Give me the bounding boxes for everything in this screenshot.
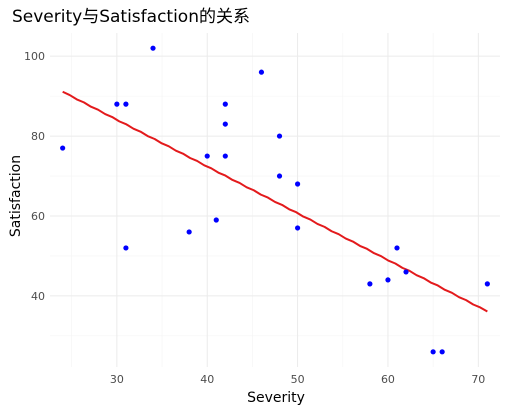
data-point — [276, 133, 283, 139]
data-point — [123, 101, 129, 107]
data-point — [294, 181, 301, 187]
data-point — [484, 281, 490, 287]
data-point — [222, 101, 228, 107]
x-tick-label: 40 — [200, 373, 214, 386]
data-point — [222, 153, 228, 159]
x-tick-label: 70 — [471, 373, 485, 386]
data-point — [222, 121, 228, 127]
data-point — [60, 145, 66, 151]
data-point — [276, 173, 283, 179]
data-point — [430, 349, 436, 355]
data-point — [186, 229, 192, 235]
data-point — [367, 281, 373, 287]
x-tick-label: 50 — [291, 373, 305, 386]
data-point — [385, 277, 391, 283]
x-axis-title: Severity — [247, 390, 305, 406]
fit-line-layer — [62, 90, 488, 313]
y-tick-label: 80 — [31, 130, 45, 143]
x-tick-labels: 30 40 50 60 70 — [110, 373, 485, 386]
chart-title: Severity与Satisfaction的关系 — [12, 7, 250, 27]
data-point — [213, 217, 219, 223]
data-point — [114, 101, 120, 107]
data-point — [258, 69, 265, 75]
y-tick-labels: 40 60 80 100 — [24, 50, 45, 303]
y-tick-label: 60 — [31, 210, 45, 223]
grid — [50, 33, 500, 367]
data-point — [403, 269, 409, 275]
y-tick-label: 100 — [24, 50, 45, 63]
data-point — [294, 225, 301, 231]
data-point — [150, 45, 156, 51]
y-axis-title: Satisfaction — [8, 155, 24, 237]
y-tick-label: 40 — [31, 290, 45, 303]
x-tick-label: 60 — [381, 373, 395, 386]
x-tick-label: 30 — [110, 373, 124, 386]
data-point — [204, 153, 210, 159]
data-points — [60, 45, 490, 355]
data-point — [123, 245, 129, 251]
regression-line — [62, 90, 488, 313]
data-point — [394, 245, 400, 251]
data-point — [439, 349, 445, 355]
